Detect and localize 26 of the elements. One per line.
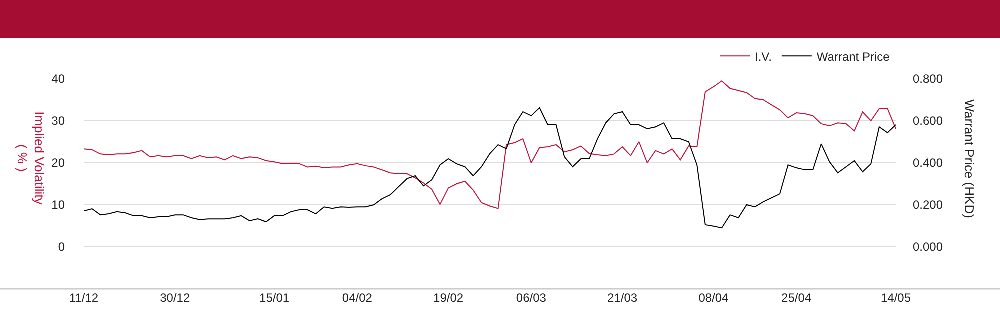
x-tick-label: 04/02 <box>342 291 373 305</box>
x-tick-label: 30/12 <box>160 291 190 305</box>
legend-label: Warrant Price <box>816 50 890 64</box>
line-series <box>84 80 896 210</box>
y-tick-label: 30 <box>52 114 66 128</box>
y2-tick-label: 0.000 <box>913 240 944 254</box>
legend-label: I.V. <box>755 50 772 64</box>
x-tick-label: 15/01 <box>260 291 290 305</box>
x-tick-label: 25/04 <box>782 291 812 305</box>
y-tick-label: 20 <box>52 156 66 170</box>
y2-tick-label: 0.400 <box>913 156 944 170</box>
y-tick-label: 40 <box>52 72 66 86</box>
line-series <box>84 107 896 229</box>
x-tick-label: 19/02 <box>434 291 464 305</box>
y2-axis-title: Warrant Price (HKD) <box>962 100 977 218</box>
x-tick-label: 14/05 <box>880 291 912 305</box>
y2-tick-label: 0.200 <box>913 198 944 212</box>
y2-tick-label: 0.600 <box>913 114 944 128</box>
y-tick-label: 0 <box>58 240 66 254</box>
y-axis-title: Implied Volatility ( % ) <box>15 112 48 206</box>
y2-tick-label: 0.800 <box>913 72 944 86</box>
x-tick-label: 06/03 <box>516 291 547 305</box>
y-tick-label: 10 <box>52 198 66 212</box>
x-tick-label: 11/12 <box>69 291 99 305</box>
x-tick-label: 21/03 <box>608 291 638 305</box>
x-tick-label: 08/04 <box>698 291 730 305</box>
